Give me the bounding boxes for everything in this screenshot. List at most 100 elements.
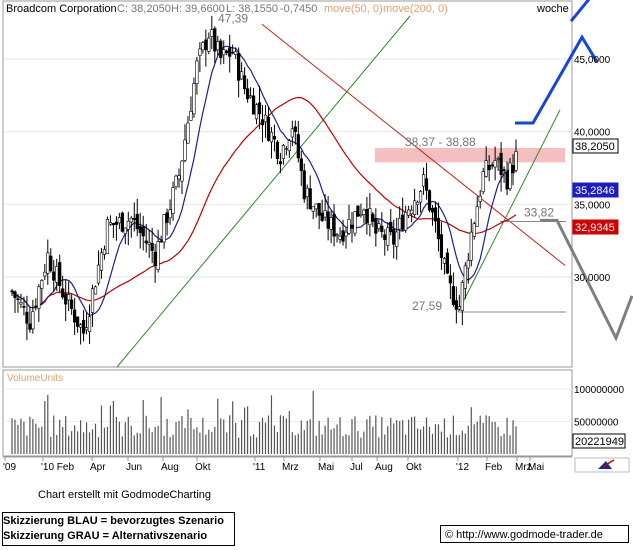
- time-tick-label: Jul: [350, 462, 363, 473]
- candle-body: [117, 217, 121, 224]
- candle-body: [314, 203, 318, 210]
- candle-body: [46, 252, 50, 274]
- candle-body: [177, 175, 181, 180]
- candle-body: [153, 251, 157, 266]
- quote-high: H: 39,6600: [171, 3, 225, 15]
- candle-body: [410, 209, 414, 215]
- copyright-icon: ©: [445, 529, 454, 541]
- candle-body: [222, 49, 226, 56]
- price-badge-label: 32,9345: [575, 222, 615, 234]
- candle-body: [16, 298, 20, 301]
- candle-body: [386, 227, 390, 246]
- candle-body: [28, 323, 32, 330]
- time-tick-label: '10 Feb: [41, 462, 74, 473]
- candle-body: [34, 305, 38, 308]
- candle-body: [454, 300, 458, 310]
- candle-body: [281, 145, 285, 159]
- candle-body: [362, 209, 366, 215]
- candle-body: [207, 37, 211, 52]
- candle-body: [58, 262, 62, 286]
- scenario-legend: [2, 512, 235, 546]
- candle-body: [228, 47, 232, 57]
- candle-body: [427, 190, 432, 211]
- candle-body: [168, 209, 172, 219]
- candle-body: [135, 213, 139, 230]
- timeframe-label: woche: [536, 3, 569, 15]
- candle-body: [108, 222, 113, 225]
- price-tick-label: 40,0000: [574, 128, 611, 139]
- candle-body: [201, 42, 205, 51]
- candle-body: [180, 160, 184, 182]
- time-tick-label: Mai: [528, 462, 544, 473]
- candle-body: [293, 126, 297, 132]
- candle-body: [76, 316, 80, 327]
- candle-body: [64, 293, 68, 305]
- volume-label: VolumeUnits: [7, 373, 63, 384]
- price-badge-label: 35,2846: [575, 185, 615, 197]
- candle-body: [156, 241, 160, 270]
- time-tick-label: Aug: [161, 462, 179, 473]
- volume-badge: [572, 433, 626, 449]
- candle-body: [102, 249, 107, 255]
- candle-body: [493, 160, 497, 168]
- candle-body: [401, 214, 405, 230]
- time-axis: '09'10 Feb Apr Jun Aug Okt '11 Mrz Mai Jul Aug Okt…: [3, 456, 572, 473]
- candle-body: [389, 221, 393, 233]
- candle-body: [329, 217, 333, 230]
- candle-body: [353, 211, 357, 234]
- candle-body: [37, 286, 41, 309]
- candle-body: [213, 28, 217, 52]
- candle-body: [296, 134, 300, 159]
- candle-body: [93, 286, 98, 295]
- candle-body: [31, 311, 35, 330]
- candle-body: [290, 128, 294, 138]
- volume-tick-label: 50000000: [574, 418, 619, 429]
- candle-body: [472, 223, 476, 237]
- time-tick-label: Feb: [485, 462, 503, 473]
- candle-body: [275, 141, 280, 160]
- scenario-sketches: [515, 0, 633, 342]
- source-url[interactable]: http://www.godmode-trader.de: [456, 529, 603, 541]
- annotation-label: 27,59: [412, 299, 442, 313]
- candle-body: [421, 174, 426, 187]
- candle-body: [96, 264, 101, 284]
- price-badge: [572, 219, 619, 235]
- quote-close: C: 38,2050: [117, 3, 171, 15]
- time-tick-label: Okt: [195, 462, 211, 473]
- candle-body: [413, 200, 417, 215]
- source-link[interactable]: © http://www.godmode-trader.de: [440, 525, 629, 543]
- candle-body: [308, 188, 312, 210]
- candle-body: [19, 302, 23, 305]
- candle-body: [284, 148, 288, 150]
- time-tick-label: Aug: [375, 462, 393, 473]
- candle-body: [484, 160, 488, 177]
- time-tick-label: Mai: [318, 462, 334, 473]
- candle-body: [442, 258, 447, 264]
- candle-body: [99, 252, 104, 271]
- price-tick-label: 30,0000: [574, 273, 611, 284]
- quote-low: L: 38,1550: [226, 3, 278, 15]
- candle-body: [335, 234, 339, 236]
- candle-body: [305, 187, 309, 197]
- candle-body: [245, 88, 250, 100]
- candle-body: [380, 225, 384, 233]
- time-tick-label: Mrz: [515, 462, 532, 473]
- candle-body: [165, 212, 169, 223]
- candle-body: [505, 171, 509, 190]
- candle-body: [433, 207, 438, 222]
- candle-body: [451, 286, 455, 305]
- candle-body: [404, 212, 408, 231]
- candle-body: [302, 170, 306, 200]
- price-panel: [2, 0, 573, 368]
- chart-credit: Chart erstellt mit GodmodeCharting: [38, 489, 212, 501]
- candle-body: [371, 213, 375, 222]
- candle-body: [67, 294, 71, 301]
- candle-body: [90, 288, 95, 313]
- candle-body: [183, 139, 187, 161]
- candle-body: [52, 271, 56, 281]
- candle-body: [377, 223, 381, 230]
- candle-body: [141, 226, 145, 237]
- candle-body: [272, 136, 277, 140]
- candle-body: [332, 213, 336, 237]
- candle-body: [338, 235, 342, 240]
